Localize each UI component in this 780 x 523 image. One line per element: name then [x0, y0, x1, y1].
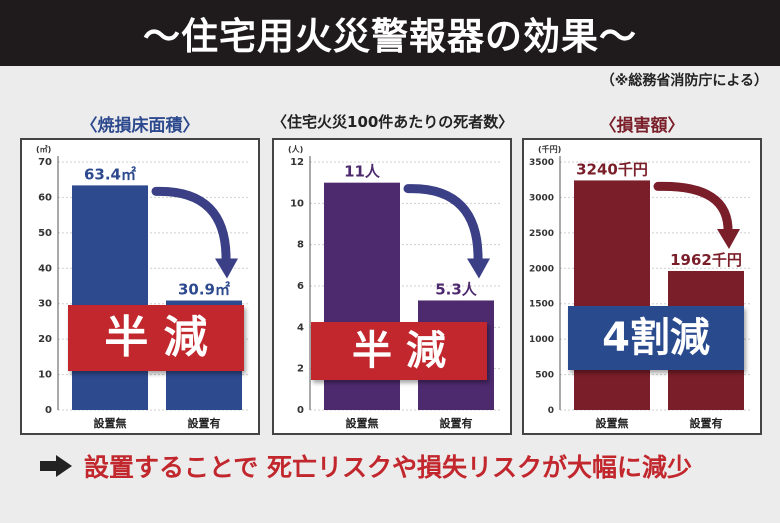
y-tick-label: 6: [297, 281, 304, 292]
chart-1-unit: (㎡): [36, 144, 51, 154]
chart-2-title: 〈住宅火災100件あたりの死者数〉: [272, 113, 514, 131]
trend-arrowhead-icon: [215, 258, 238, 279]
y-tick-label: 500: [535, 371, 554, 381]
data-label: 3240千円: [576, 160, 648, 178]
y-tick-label: 3500: [529, 158, 554, 168]
y-tick-label: 1500: [529, 300, 554, 310]
chart-1-stamp: 半 減: [68, 305, 244, 371]
trend-arrow-icon: [151, 186, 231, 268]
trend-arrowhead-icon: [717, 228, 740, 249]
bar-without: [574, 180, 650, 410]
y-tick-label: 0: [548, 406, 554, 416]
category-label: 設置無: [596, 416, 629, 430]
footer-arrow-icon: [56, 455, 72, 477]
chart-3-stamp: 4割減: [568, 306, 744, 370]
data-label: 5.3人: [435, 280, 478, 298]
data-label: 1962千円: [670, 251, 742, 269]
bar-without: [72, 185, 148, 410]
chart-3-unit: (千円): [538, 144, 561, 154]
y-tick-label: 2500: [529, 229, 554, 239]
chart-2-stamp: 半 減: [311, 322, 487, 380]
title-bar: ～住宅用火災警報器の効果～: [0, 0, 780, 66]
source-note: （※総務省消防庁による）: [600, 73, 768, 89]
page-title: ～住宅用火災警報器の効果～: [143, 15, 637, 58]
y-tick-label: 2000: [529, 264, 554, 274]
chart-3-svg: (千円) 0 500 1000 1500 2000 2500 3000 3500 3240千円設置…: [529, 144, 750, 430]
y-tick-label: 12: [290, 157, 304, 168]
y-tick-label: 2: [297, 364, 304, 375]
y-tick-label: 30: [38, 299, 52, 310]
chart-2-panel: (人) 0 2 4 6 8 10 12 11人設置無 5.3人設置有: [272, 138, 512, 435]
category-label: 設置無: [94, 416, 127, 430]
data-label: 63.4㎡: [84, 165, 136, 183]
y-tick-label: 50: [38, 228, 52, 239]
category-label: 設置有: [188, 416, 221, 430]
footer-text: 設置することで 死亡リスクや損失リスクが大幅に減少: [84, 453, 692, 482]
y-tick-label: 10: [290, 198, 304, 209]
data-label: 30.9㎡: [178, 281, 230, 299]
footer-conclusion: 設置することで 死亡リスクや損失リスクが大幅に減少: [40, 448, 692, 484]
chart-3-title: 〈損害額〉: [599, 116, 685, 136]
trend-arrow-icon: [653, 181, 733, 238]
y-tick-label: 0: [45, 405, 52, 416]
y-tick-label: 1000: [529, 335, 554, 345]
category-label: 設置有: [440, 416, 473, 430]
category-label: 設置有: [690, 416, 723, 430]
chart-3-panel: (千円) 0 500 1000 1500 2000 2500 3000 3500 3240千円設置…: [522, 138, 762, 435]
y-tick-label: 60: [38, 192, 52, 203]
chart-1-title: 〈焼損床面積〉: [80, 116, 200, 136]
y-tick-label: 20: [38, 334, 52, 345]
y-tick-label: 10: [38, 370, 52, 381]
footer-arrow-tail: [40, 461, 56, 471]
category-label: 設置無: [346, 416, 379, 430]
trend-arrowhead-icon: [467, 258, 490, 279]
chart-2-unit: (人): [288, 144, 303, 154]
trend-arrow-icon: [403, 184, 483, 267]
y-tick-label: 8: [297, 240, 304, 251]
data-label: 11人: [344, 163, 381, 181]
y-tick-label: 3000: [529, 193, 554, 203]
y-tick-label: 0: [297, 405, 304, 416]
y-tick-label: 40: [38, 263, 52, 274]
y-tick-label: 4: [297, 322, 304, 333]
y-tick-label: 70: [38, 157, 52, 168]
